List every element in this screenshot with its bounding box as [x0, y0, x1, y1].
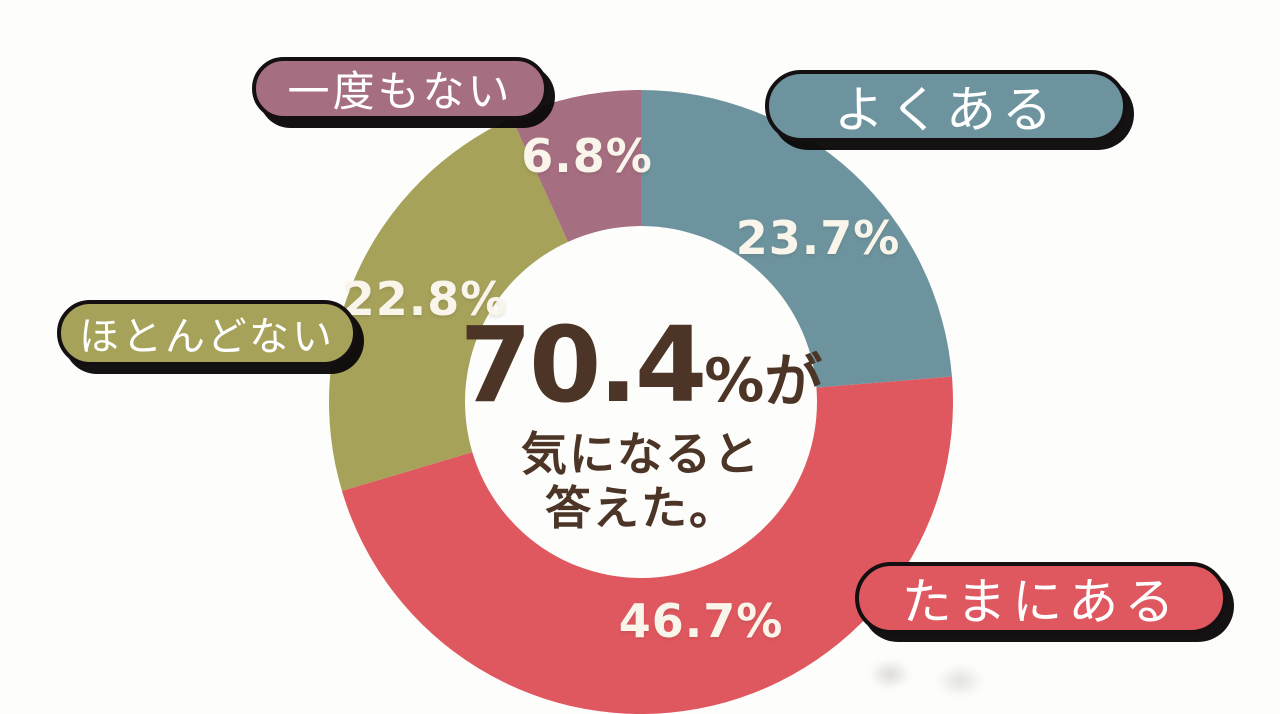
donut-slice-hotondo-nai [328, 118, 569, 491]
legend-pill-label: 一度もない [287, 67, 513, 116]
center-headline-suffix: が [764, 347, 823, 415]
slice-percent-yoku-aru: 23.7% [735, 211, 901, 265]
legend-pill-ichido-mo-nai: 一度もない [252, 57, 548, 120]
slice-percent-tamani-aru: 46.7% [618, 594, 784, 648]
donut-slice-tamani-aru [341, 376, 953, 714]
center-text-line2: 気になると [521, 426, 761, 481]
center-headline-unit: % [704, 346, 765, 416]
slice-percent-hotondo-nai: 22.8% [342, 272, 508, 326]
center-text-line3: 答えた。 [545, 481, 737, 536]
legend-pill-tamani-aru: たまにある [855, 562, 1227, 634]
center-headline: 70.4%が [460, 313, 823, 417]
legend-pill-yoku-aru: よくある [765, 70, 1127, 142]
donut-slice-yoku-aru [641, 90, 952, 388]
legend-pill-label: たまにある [901, 573, 1181, 631]
center-headline-value: 70.4 [459, 304, 708, 426]
legend-pill-label: よくある [834, 81, 1058, 139]
donut-slice-ichido-mo-nai [511, 90, 641, 242]
legend-pill-hotondo-nai: ほとんどない [57, 300, 357, 366]
donut-center-text: 70.4%が 気になると 答えた。 [460, 313, 823, 536]
legend-pill-label: ほとんどない [79, 314, 335, 360]
slice-percent-ichido-mo-nai: 6.8% [521, 129, 653, 183]
